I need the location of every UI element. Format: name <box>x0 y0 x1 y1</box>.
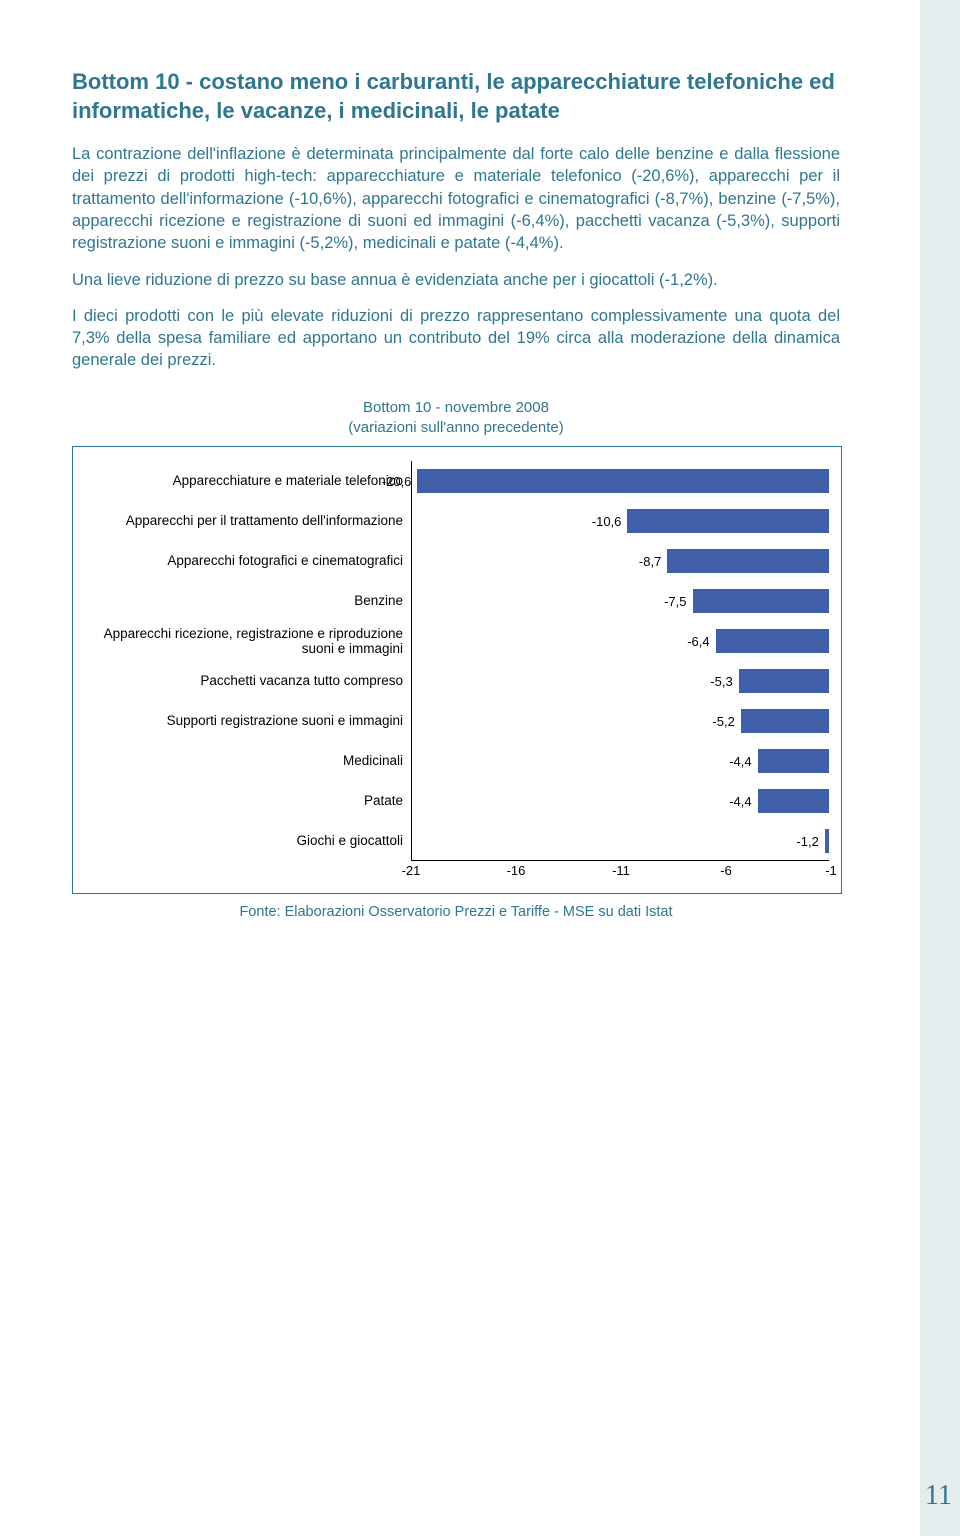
chart-x-tick: -16 <box>507 863 526 878</box>
chart-title-line2: (variazioni sull'anno precedente) <box>72 418 840 438</box>
chart-bar <box>693 589 830 613</box>
side-tab-bg <box>920 0 960 1536</box>
paragraph-1: La contrazione dell'inflazione è determi… <box>72 143 840 254</box>
chart-bar-row: -4,4 <box>412 741 829 781</box>
paragraph-3: I dieci prodotti con le più elevate ridu… <box>72 305 840 372</box>
chart-y-label: Patate <box>81 781 411 821</box>
chart-bar <box>741 709 829 733</box>
chart-bar <box>417 469 829 493</box>
page-number: 11 <box>925 1480 952 1512</box>
chart-bar <box>667 549 829 573</box>
chart-y-label: Apparecchi per il trattamento dell'infor… <box>81 501 411 541</box>
chart-bar-value-label: -4,4 <box>729 789 751 813</box>
chart-bar-value-label: -5,2 <box>712 709 734 733</box>
chart-bar <box>758 749 829 773</box>
chart-y-label: Apparecchi fotografici e cinematografici <box>81 541 411 581</box>
chart-bar <box>716 629 829 653</box>
page: Bottom 10 - costano meno i carburanti, l… <box>0 0 960 1536</box>
chart-x-tick: -1 <box>825 863 837 878</box>
chart-bar-row: -4,4 <box>412 781 829 821</box>
chart-bar-row: -5,3 <box>412 661 829 701</box>
chart-x-tick: -6 <box>720 863 732 878</box>
chart-bar-row: -10,6 <box>412 501 829 541</box>
chart-source: Fonte: Elaborazioni Osservatorio Prezzi … <box>72 904 840 920</box>
chart-bar-row: -1,2 <box>412 821 829 861</box>
chart-title-line1: Bottom 10 - novembre 2008 <box>72 398 840 418</box>
chart-bar <box>758 789 829 813</box>
chart-y-label: Medicinali <box>81 741 411 781</box>
chart-bar-row: -5,2 <box>412 701 829 741</box>
chart-y-label: Giochi e giocattoli <box>81 821 411 861</box>
chart-bar-value-label: -1,2 <box>796 829 818 853</box>
chart-container: Apparecchiature e materiale telefonicoAp… <box>72 446 842 894</box>
chart-bar <box>627 509 829 533</box>
chart-bar-value-label: -4,4 <box>729 749 751 773</box>
chart-x-tick: -21 <box>402 863 421 878</box>
chart-bar-value-label: -5,3 <box>710 669 732 693</box>
chart-bar-value-label: -10,6 <box>592 509 622 533</box>
chart-bar-value-label: -6,4 <box>687 629 709 653</box>
chart-y-label: Supporti registrazione suoni e immagini <box>81 701 411 741</box>
chart-inner: Apparecchiature e materiale telefonicoAp… <box>81 461 829 861</box>
chart-bar-value-label: -7,5 <box>664 589 686 613</box>
chart-bar-value-label: -20,6 <box>382 469 412 493</box>
chart-bar-row: -20,6 <box>412 461 829 501</box>
chart-x-axis: -21-16-11-6-1 <box>411 861 831 885</box>
chart-bar-row: -7,5 <box>412 581 829 621</box>
chart-y-label: Benzine <box>81 581 411 621</box>
chart-y-labels: Apparecchiature e materiale telefonicoAp… <box>81 461 411 861</box>
chart-title-block: Bottom 10 - novembre 2008 (variazioni su… <box>72 398 840 439</box>
chart-bar <box>825 829 829 853</box>
side-tab: Prezzi & Consumi 11 <box>920 0 960 1536</box>
chart-y-label: Apparecchiature e materiale telefonico <box>81 461 411 501</box>
section-heading: Bottom 10 - costano meno i carburanti, l… <box>72 68 840 125</box>
chart-plot-area: -20,6 -10,6 -8,7-7,5-6,4-5,3 -5,2 -4,4 -4,4 -1… <box>411 461 829 861</box>
chart-x-tick: -11 <box>612 863 630 878</box>
chart-y-label: Apparecchi ricezione, registrazione e ri… <box>81 621 411 661</box>
chart-bar-value-label: -8,7 <box>639 549 661 573</box>
paragraph-2: Una lieve riduzione di prezzo su base an… <box>72 269 840 291</box>
chart-bar-row: -8,7 <box>412 541 829 581</box>
chart-bar <box>739 669 829 693</box>
chart-y-label: Pacchetti vacanza tutto compreso <box>81 661 411 701</box>
chart-bar-row: -6,4 <box>412 621 829 661</box>
